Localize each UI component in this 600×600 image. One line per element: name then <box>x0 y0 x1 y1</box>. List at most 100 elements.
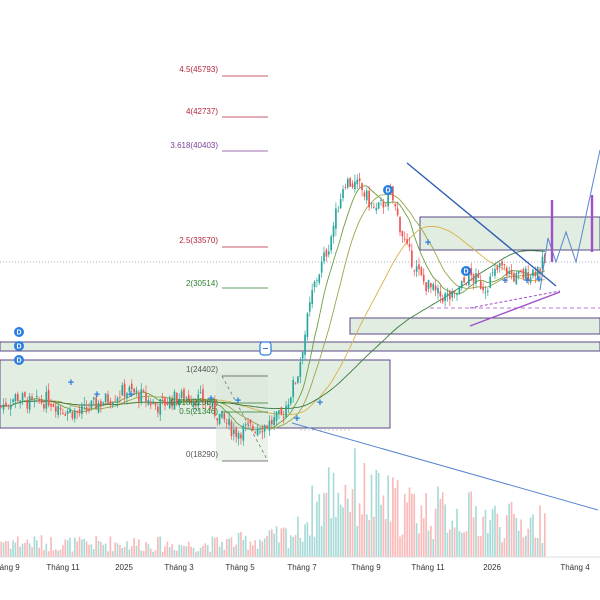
candle[interactable] <box>16 394 19 401</box>
candle[interactable] <box>166 402 169 405</box>
candle[interactable] <box>135 390 138 393</box>
candle[interactable] <box>57 405 59 415</box>
candle[interactable] <box>66 411 69 415</box>
candle[interactable] <box>513 273 515 282</box>
candle[interactable] <box>121 385 124 396</box>
candle[interactable] <box>316 280 318 282</box>
candle[interactable] <box>522 268 525 279</box>
candle[interactable] <box>204 399 207 404</box>
candle[interactable] <box>529 277 532 283</box>
candle[interactable] <box>444 293 446 301</box>
plus-marker-icon[interactable]: + <box>536 274 542 286</box>
candle[interactable] <box>159 398 162 415</box>
candle[interactable] <box>45 391 48 409</box>
candle[interactable] <box>311 290 314 304</box>
candle[interactable] <box>468 270 470 286</box>
candle[interactable] <box>268 420 271 431</box>
candle[interactable] <box>259 431 261 433</box>
candle[interactable] <box>432 284 435 290</box>
candle[interactable] <box>14 394 17 402</box>
candle[interactable] <box>251 425 254 430</box>
dividend-marker[interactable] <box>14 341 24 351</box>
candle[interactable] <box>342 189 344 199</box>
candle[interactable] <box>199 392 202 393</box>
candle[interactable] <box>145 392 147 402</box>
candle[interactable] <box>368 190 370 208</box>
candle[interactable] <box>539 268 541 272</box>
candle[interactable] <box>164 397 166 406</box>
candle[interactable] <box>487 290 489 292</box>
candle[interactable] <box>183 389 185 401</box>
candle[interactable] <box>496 266 499 270</box>
candle[interactable] <box>354 181 356 190</box>
candle[interactable] <box>524 268 527 279</box>
candle[interactable] <box>35 395 38 398</box>
candle[interactable] <box>192 401 195 407</box>
candle[interactable] <box>292 380 295 398</box>
candle[interactable] <box>403 238 406 240</box>
candle[interactable] <box>211 401 214 408</box>
candle[interactable] <box>43 404 45 409</box>
candle[interactable] <box>475 273 477 284</box>
candle[interactable] <box>187 395 190 401</box>
candle[interactable] <box>47 389 50 406</box>
lower-demand-zone[interactable] <box>349 317 600 335</box>
candle[interactable] <box>460 280 463 289</box>
plus-marker-icon[interactable]: + <box>94 389 100 401</box>
candle[interactable] <box>2 404 5 410</box>
candle[interactable] <box>377 202 380 209</box>
candle[interactable] <box>313 281 316 288</box>
candle[interactable] <box>230 421 233 437</box>
candle[interactable] <box>472 274 475 283</box>
candle[interactable] <box>26 399 29 409</box>
plus-marker-icon[interactable]: + <box>128 389 134 401</box>
candle[interactable] <box>323 252 325 262</box>
candle[interactable] <box>453 291 456 292</box>
candle[interactable] <box>270 419 273 425</box>
candle[interactable] <box>306 313 309 337</box>
candle[interactable] <box>109 400 112 405</box>
candle[interactable] <box>197 394 200 407</box>
candle[interactable] <box>114 401 116 402</box>
candle[interactable] <box>0 405 3 407</box>
candle[interactable] <box>244 424 247 426</box>
candle[interactable] <box>418 264 420 270</box>
candle[interactable] <box>294 382 297 384</box>
candle[interactable] <box>415 266 418 272</box>
candle[interactable] <box>149 401 152 406</box>
candle[interactable] <box>427 280 430 289</box>
candle[interactable] <box>130 383 133 390</box>
candle[interactable] <box>126 393 128 399</box>
candle[interactable] <box>396 208 399 216</box>
plus-marker-icon[interactable]: + <box>425 237 431 249</box>
candle[interactable] <box>19 400 22 403</box>
candle[interactable] <box>178 399 181 406</box>
candle[interactable] <box>24 392 26 397</box>
candle[interactable] <box>185 397 188 399</box>
candle[interactable] <box>494 268 496 276</box>
candle[interactable] <box>54 406 57 412</box>
candle[interactable] <box>12 399 14 402</box>
candle[interactable] <box>456 293 458 296</box>
candle[interactable] <box>95 397 97 409</box>
candle[interactable] <box>123 383 126 397</box>
candle[interactable] <box>434 285 437 291</box>
candle[interactable] <box>161 397 164 399</box>
candle[interactable] <box>408 244 411 248</box>
candle[interactable] <box>413 270 416 272</box>
candle[interactable] <box>498 263 501 267</box>
candle[interactable] <box>373 206 375 208</box>
plus-marker-icon[interactable]: + <box>524 275 530 287</box>
candle[interactable] <box>216 418 219 421</box>
candle[interactable] <box>536 266 539 279</box>
candle[interactable] <box>9 405 12 410</box>
candle[interactable] <box>81 405 83 414</box>
candle[interactable] <box>337 211 340 213</box>
projection-path[interactable] <box>539 149 600 291</box>
candle[interactable] <box>325 250 328 257</box>
candle[interactable] <box>273 417 276 426</box>
candle[interactable] <box>280 407 283 415</box>
candle[interactable] <box>463 277 465 283</box>
long-downward-projection[interactable] <box>291 422 599 511</box>
dividend-marker[interactable] <box>14 355 24 365</box>
